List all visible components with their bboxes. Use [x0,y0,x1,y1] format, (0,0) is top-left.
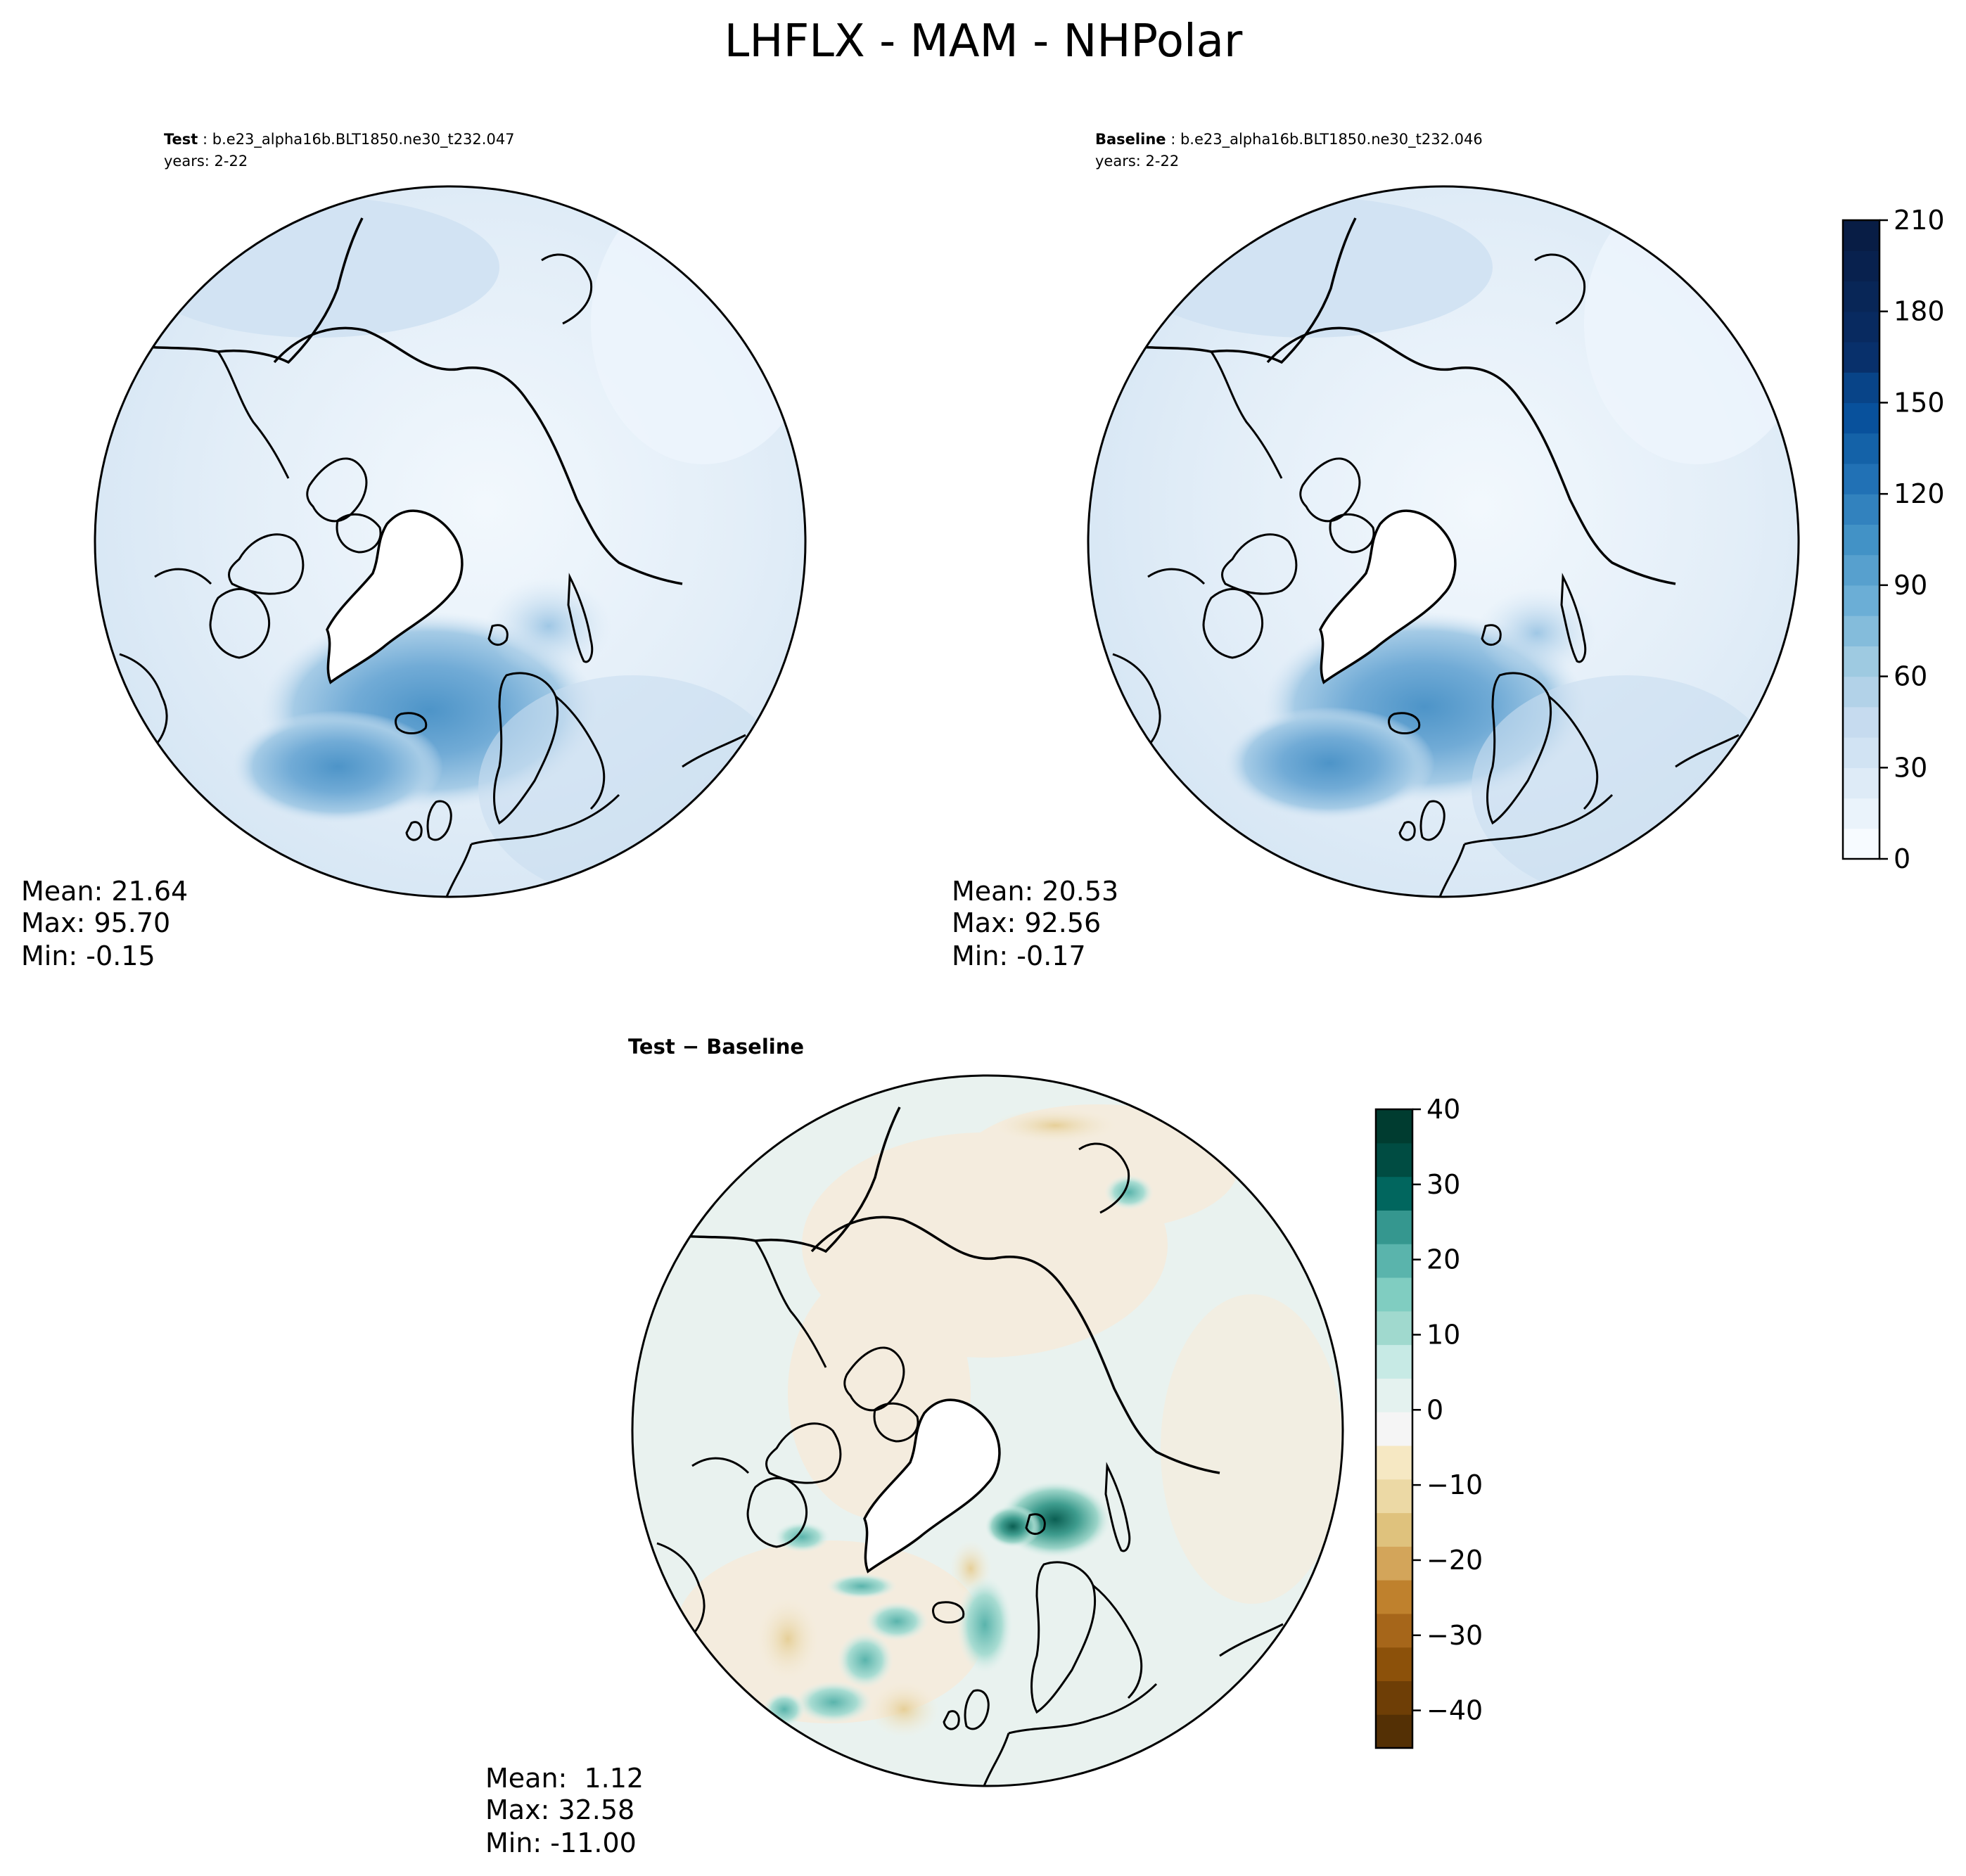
abs-colorbar-swatch [1843,311,1879,343]
difference-colorbar-tick-label: 0 [1426,1394,1443,1425]
difference-colorbar-swatch [1376,1546,1412,1581]
abs-colorbar-tick-label: 60 [1894,661,1927,692]
baseline-map-border [1087,185,1800,898]
test-panel-case: b.e23_alpha16b.BLT1850.ne30_t232.047 [212,131,515,148]
baseline-panel-case: b.e23_alpha16b.BLT1850.ne30_t232.046 [1180,131,1483,148]
abs-colorbar-swatch [1843,281,1879,312]
difference-min: Min: -11.00 [485,1827,637,1858]
figure-title: LHFLX - MAM - NHPolar [725,15,1243,68]
difference-colorbar-swatch [1376,1445,1412,1480]
abs-colorbar-swatch [1843,585,1879,616]
abs-colorbar-tick-label: 150 [1894,387,1945,418]
abs-colorbar-swatch [1843,250,1879,282]
test-panel-years: years: 2-22 [164,153,248,170]
difference-colorbar-swatch [1376,1210,1412,1244]
difference-colorbar-frame [1374,1108,1414,1749]
difference-colorbar-swatch [1376,1647,1412,1682]
test-panel: Test : b.e23_alpha16b.BLT1850.ne30_t232.… [21,131,807,971]
difference-colorbar-tick-label: 40 [1426,1094,1460,1125]
abs-colorbar-swatch [1843,524,1879,556]
test-map-border [94,185,807,898]
abs-colorbar-swatch [1843,615,1879,646]
difference-colorbar-swatch [1376,1580,1412,1614]
difference-colorbar-tick-label: 10 [1426,1319,1460,1350]
difference-colorbar-swatch [1376,1277,1412,1312]
abs-colorbar-swatch [1843,220,1879,251]
difference-colorbar-swatch [1376,1344,1412,1379]
difference-colorbar-swatch [1376,1142,1412,1178]
abs-colorbar-swatch [1843,676,1879,708]
baseline-panel-title-bold: Baseline [1095,131,1166,148]
abs-colorbar-swatch [1843,646,1879,677]
baseline-mean: Mean: 20.53 [952,876,1118,907]
abs-colorbar-swatch [1843,341,1879,373]
abs-colorbar-swatch [1843,706,1879,738]
baseline-panel-years: years: 2-22 [1095,153,1179,170]
baseline-panel-title-sep: : [1166,131,1180,148]
test-max: Max: 95.70 [21,907,170,938]
difference-colorbar-swatch [1376,1613,1412,1648]
abs-colorbar-tick-label: 90 [1894,570,1927,601]
difference-colorbar-tick-label: −30 [1426,1620,1483,1651]
test-min: Min: -0.15 [21,940,155,971]
difference-colorbar-tick-label: 30 [1426,1169,1460,1200]
difference-colorbar-swatch [1376,1479,1412,1514]
test-mean: Mean: 21.64 [21,876,188,907]
abs-colorbar-swatch [1843,828,1879,860]
abs-colorbar-swatch [1843,798,1879,829]
difference-map-border [631,1074,1344,1787]
abs-colorbar-swatch [1843,554,1879,586]
difference-colorbar-swatch [1376,1244,1412,1278]
difference-colorbar-tick-label: −40 [1426,1695,1483,1726]
difference-colorbar-swatch [1376,1512,1412,1547]
difference-panel: Test − Baseline Mean: [485,1035,1483,1858]
abs-colorbar-swatch [1843,767,1879,799]
difference-colorbar-swatch [1376,1176,1412,1211]
abs-colorbar-tick-label: 180 [1894,296,1945,327]
difference-panel-title: Test − Baseline [628,1035,804,1059]
difference-colorbar-swatch [1376,1680,1412,1715]
test-panel-title-bold: Test [164,131,198,148]
test-panel-title-sep: : [198,131,212,148]
baseline-min: Min: -0.17 [952,940,1086,971]
baseline-panel: Baseline : b.e23_alpha16b.BLT1850.ne30_t… [952,131,1945,971]
difference-colorbar-tick-label: −10 [1426,1469,1483,1500]
difference-colorbar-swatch [1376,1109,1412,1144]
abs-colorbar-tick-label: 210 [1894,205,1945,236]
abs-colorbar-tick-label: 30 [1894,752,1927,783]
difference-colorbar-swatch [1376,1378,1412,1412]
abs-colorbar-swatch [1843,402,1879,434]
difference-mean: Mean: 1.12 [485,1763,644,1794]
difference-colorbar: 40 30 20 10 0 −10 −20 −30 −40 [1374,1094,1483,1749]
abs-colorbar-frame [1841,219,1881,860]
baseline-panel-title: Baseline : b.e23_alpha16b.BLT1850.ne30_t… [1095,131,1483,148]
abs-colorbar-swatch [1843,494,1879,525]
difference-max: Max: 32.58 [485,1794,634,1825]
abs-colorbar: 210 180 150 120 90 60 30 0 [1841,205,1945,874]
test-panel-title: Test : b.e23_alpha16b.BLT1850.ne30_t232.… [164,131,515,148]
difference-colorbar-tick-label: −20 [1426,1545,1483,1576]
baseline-max: Max: 92.56 [952,907,1101,938]
difference-colorbar-swatch [1376,1310,1412,1346]
abs-colorbar-swatch [1843,372,1879,404]
abs-colorbar-swatch [1843,463,1879,494]
difference-colorbar-tick-label: 20 [1426,1244,1460,1275]
abs-colorbar-swatch [1843,433,1879,464]
difference-colorbar-swatch [1376,1412,1412,1446]
abs-colorbar-swatch [1843,737,1879,768]
abs-colorbar-tick-label: 120 [1894,478,1945,509]
difference-colorbar-swatch [1376,1714,1412,1749]
abs-colorbar-tick-label: 0 [1894,843,1910,874]
